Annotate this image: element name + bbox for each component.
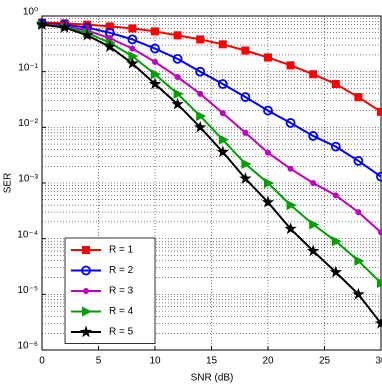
marker: [331, 236, 342, 247]
legend-label: R = 5: [109, 327, 134, 338]
marker: [217, 79, 228, 89]
marker: [240, 92, 251, 102]
series-line: [41, 21, 382, 113]
x-axis-label: SNR (dB): [191, 373, 234, 384]
series-line: [41, 23, 382, 325]
marker: [377, 107, 382, 116]
series-line: [41, 22, 382, 234]
marker: [127, 34, 138, 45]
marker: [265, 149, 271, 156]
marker: [79, 325, 93, 338]
marker: [286, 61, 295, 70]
marker: [309, 70, 318, 79]
y-tick-label: 10⁰: [23, 7, 38, 18]
marker: [332, 192, 339, 199]
marker: [81, 28, 94, 41]
marker: [194, 120, 207, 133]
marker: [352, 287, 365, 300]
marker: [196, 110, 207, 121]
marker: [355, 209, 362, 216]
marker: [218, 40, 227, 49]
series-line: [41, 23, 382, 284]
x-tick-label: 25: [319, 356, 331, 367]
marker: [172, 53, 183, 64]
marker: [82, 306, 92, 317]
marker: [197, 90, 204, 97]
marker: [330, 141, 341, 152]
marker: [241, 46, 250, 55]
marker: [310, 180, 317, 186]
legend-label: R = 3: [109, 286, 134, 297]
marker: [239, 172, 252, 184]
y-tick-label: 10⁻²: [18, 118, 38, 129]
marker: [195, 66, 206, 77]
marker: [171, 97, 184, 110]
x-tick-label: 15: [206, 356, 218, 367]
marker: [263, 105, 273, 116]
marker: [242, 129, 249, 136]
marker: [196, 35, 205, 44]
marker: [285, 118, 296, 128]
marker: [83, 288, 89, 294]
marker: [81, 265, 91, 276]
y-tick-label: 10⁻³: [18, 174, 38, 185]
plot-frame: [41, 15, 382, 351]
y-tick-label: 10⁻⁵: [17, 285, 38, 296]
marker: [261, 195, 275, 208]
marker: [150, 43, 160, 54]
marker: [264, 178, 274, 188]
marker: [173, 31, 182, 40]
legend-label: R = 2: [109, 265, 134, 276]
marker: [152, 58, 158, 65]
marker: [329, 265, 342, 278]
marker: [219, 110, 226, 117]
marker: [307, 244, 320, 257]
x-tick-label: 0: [39, 356, 45, 367]
marker: [308, 131, 319, 141]
marker: [151, 69, 161, 80]
marker: [287, 165, 294, 172]
y-tick-label: 10⁻¹: [18, 62, 38, 73]
marker: [376, 171, 382, 182]
marker: [286, 200, 297, 211]
x-tick-label: 5: [96, 356, 102, 367]
marker: [218, 134, 229, 145]
marker: [148, 77, 162, 90]
legend: R = 1 R = 2 R = 3 R = 4 R = 5: [64, 237, 156, 344]
marker: [82, 246, 90, 254]
marker: [309, 219, 320, 230]
marker: [35, 18, 49, 30]
marker: [128, 51, 139, 62]
y-axis-label: SER: [3, 173, 14, 194]
legend-label: R = 1: [109, 245, 134, 256]
x-tick-label: 10: [149, 356, 161, 367]
marker: [173, 88, 184, 99]
marker: [129, 45, 136, 52]
marker: [264, 53, 272, 62]
marker: [105, 22, 114, 31]
series-line: [41, 22, 382, 178]
marker: [354, 93, 363, 102]
marker: [284, 222, 297, 235]
y-tick-label: 10⁻⁶: [17, 341, 38, 352]
marker: [126, 57, 139, 69]
marker: [174, 74, 181, 81]
marker: [241, 158, 252, 169]
x-tick-label: 30: [375, 356, 382, 367]
marker: [103, 40, 116, 53]
marker: [354, 255, 365, 266]
marker: [331, 80, 340, 89]
y-tick-label: 10⁻⁴: [17, 229, 38, 240]
marker: [374, 316, 382, 329]
marker: [58, 21, 71, 33]
marker: [377, 277, 382, 288]
marker: [378, 229, 382, 236]
marker: [128, 24, 137, 33]
x-tick-label: 20: [262, 356, 274, 367]
legend-label: R = 4: [109, 306, 134, 317]
marker: [151, 27, 159, 36]
marker: [353, 155, 364, 166]
marker: [216, 145, 229, 158]
